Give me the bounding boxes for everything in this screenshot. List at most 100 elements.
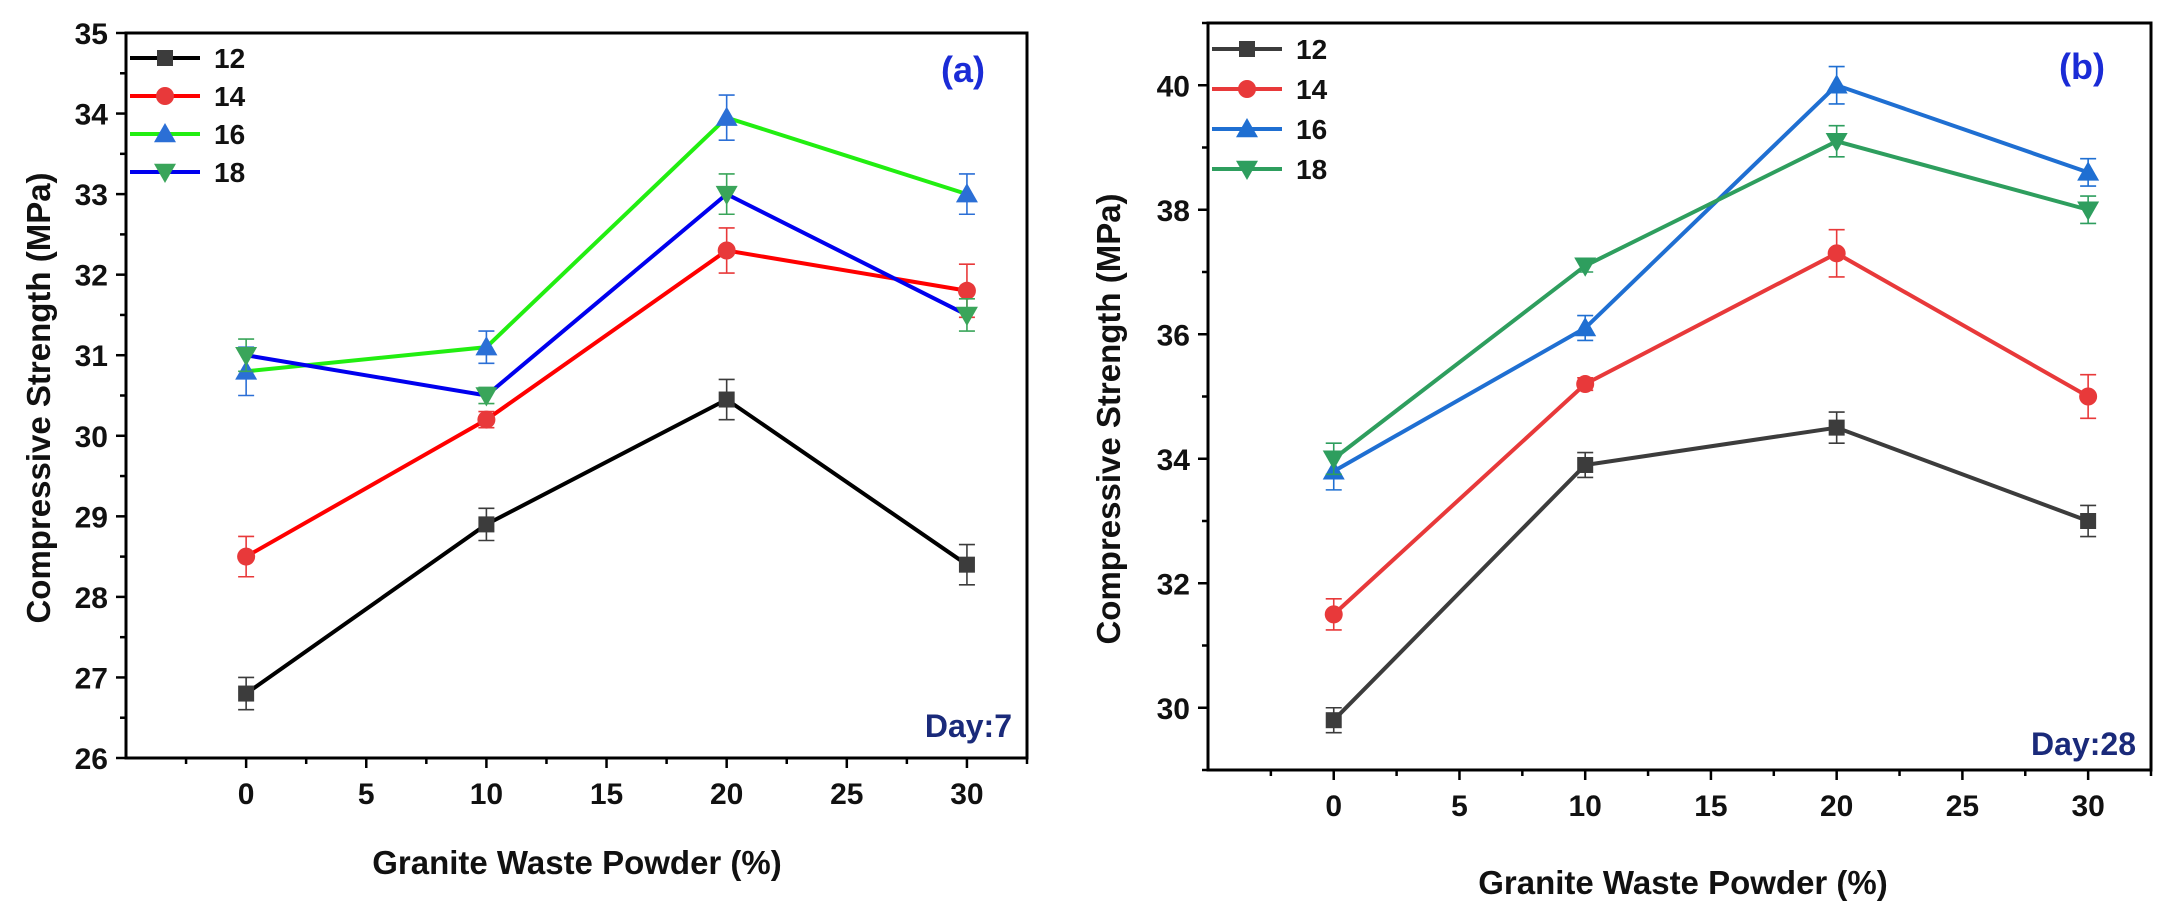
y-tick-label-b: 36 <box>1157 319 1190 352</box>
series-line-16-a <box>245 115 968 374</box>
data-point-12-a <box>238 685 255 702</box>
series-line-18-b <box>1332 139 2089 461</box>
data-point-12-a <box>958 556 975 573</box>
legend-label-14-a: 14 <box>214 81 246 112</box>
series-line-14-a <box>245 248 968 559</box>
series-line-16-b <box>1332 82 2089 473</box>
y-tick-label-a: 32 <box>75 260 108 293</box>
y-tick-label-a: 35 <box>75 18 108 51</box>
series-12-b <box>1325 411 2097 734</box>
data-point-14-b <box>1324 605 1343 624</box>
x-tick-label-a: 30 <box>950 778 983 811</box>
panel-b: 0 5 10 15 20 25 30 30 32 34 36 38 40 12 14 16 18 (b) Da… <box>1090 21 2153 901</box>
legend-marker-18-b <box>1236 160 1258 180</box>
x-tick-label-b: 25 <box>1946 790 1979 823</box>
series-14-a <box>237 227 976 578</box>
plot-frame-a <box>124 31 1029 760</box>
data-point-12-b <box>1828 419 1845 436</box>
legend-marker-12-a <box>157 50 173 66</box>
data-point-16-b <box>1574 317 1597 337</box>
y-tick-label-a: 31 <box>75 340 108 373</box>
x-tick-label-a: 0 <box>238 778 255 811</box>
data-point-18-a <box>715 185 738 206</box>
data-point-12-a <box>718 391 735 408</box>
legend-entry-18-a: 18 <box>130 157 245 188</box>
x-tick-label-b: 0 <box>1325 790 1342 823</box>
x-tick-label-b: 30 <box>2071 790 2104 823</box>
series-18-a <box>235 173 978 407</box>
data-point-12-b <box>2080 513 2097 529</box>
y-tick-label-a: 29 <box>75 501 108 534</box>
series-14-b <box>1324 228 2098 631</box>
data-point-14-a <box>477 410 496 429</box>
series-line-14-b <box>1332 251 2090 616</box>
x-tick-label-a: 25 <box>830 778 863 811</box>
data-point-14-a <box>957 281 976 300</box>
series-line-18-a <box>245 191 968 398</box>
y-tick-label-b: 34 <box>1157 444 1191 477</box>
x-axis-title-b: Granite Waste Powder (%) <box>1478 864 1888 901</box>
day-label-a: Day:7 <box>925 708 1012 744</box>
x-tick-label-b: 15 <box>1694 790 1727 823</box>
legend-label-12-a: 12 <box>214 43 245 74</box>
legend-marker-18-a <box>154 163 176 183</box>
x-tick-label-a: 5 <box>358 778 375 811</box>
x-tick-label-b: 5 <box>1451 790 1468 823</box>
legend-label-16-a: 16 <box>214 119 245 150</box>
legend-marker-14-a <box>156 87 174 105</box>
series-line-12-b <box>1332 425 2089 722</box>
data-point-14-a <box>717 241 736 260</box>
legend-entry-16-b: 16 <box>1212 114 1327 145</box>
legend-label-12-b: 12 <box>1296 34 1327 65</box>
y-tick-label-a: 28 <box>75 582 108 615</box>
data-point-16-b <box>2077 161 2100 181</box>
series-16-b <box>1322 65 2100 491</box>
data-point-18-b <box>1322 450 1345 470</box>
data-point-18-a <box>235 346 258 367</box>
legend-label-16-b: 16 <box>1296 114 1327 145</box>
data-point-18-b <box>2077 201 2100 221</box>
legend-marker-14-b <box>1238 80 1256 98</box>
series-18-b <box>1322 124 2100 476</box>
x-tick-label-b: 20 <box>1820 790 1853 823</box>
data-point-16-a <box>475 336 498 356</box>
y-tick-label-b: 30 <box>1157 693 1190 726</box>
x-tick-label-a: 10 <box>470 778 503 811</box>
data-point-14-b <box>1827 244 1846 263</box>
y-tick-label-a: 34 <box>75 99 109 132</box>
legend-b: 12 14 16 18 <box>1212 34 1328 185</box>
day-label-b: Day:28 <box>2031 726 2136 762</box>
legend-entry-16-a: 16 <box>130 119 245 150</box>
legend-marker-16-b <box>1236 118 1258 138</box>
series-16-a <box>235 94 978 397</box>
data-point-14-b <box>1576 375 1595 394</box>
legend-entry-18-b: 18 <box>1212 154 1327 185</box>
data-point-16-a <box>955 183 978 203</box>
x-axis-title-a: Granite Waste Powder (%) <box>372 844 782 881</box>
legend-entry-12-a: 12 <box>130 43 245 74</box>
x-tick-label-a: 15 <box>590 778 623 811</box>
x-tick-label-b: 10 <box>1569 790 1602 823</box>
data-point-14-b <box>2079 387 2098 406</box>
y-tick-label-b: 40 <box>1157 70 1190 103</box>
data-point-18-a <box>475 387 498 407</box>
series-12-a <box>238 378 975 711</box>
legend-entry-14-b: 14 <box>1212 74 1328 105</box>
series-line-12-a <box>244 397 969 696</box>
legend-entry-14-a: 14 <box>130 81 246 112</box>
x-tick-label-a: 20 <box>710 778 743 811</box>
legend-label-18-a: 18 <box>214 157 245 188</box>
data-point-12-b <box>1577 456 1594 473</box>
panel-label-a: (a) <box>941 49 985 90</box>
y-tick-label-a: 33 <box>75 179 108 212</box>
legend-marker-16-a <box>154 123 176 143</box>
data-point-16-b <box>1825 74 1848 94</box>
y-axis-title-a: Compressive Strength (MPa) <box>20 172 57 623</box>
data-point-12-a <box>478 516 495 533</box>
legend-label-18-b: 18 <box>1296 154 1327 185</box>
legend-entry-12-b: 12 <box>1212 34 1327 65</box>
y-tick-label-b: 38 <box>1157 195 1190 228</box>
y-axis-title-b: Compressive Strength (MPa) <box>1090 193 1127 644</box>
